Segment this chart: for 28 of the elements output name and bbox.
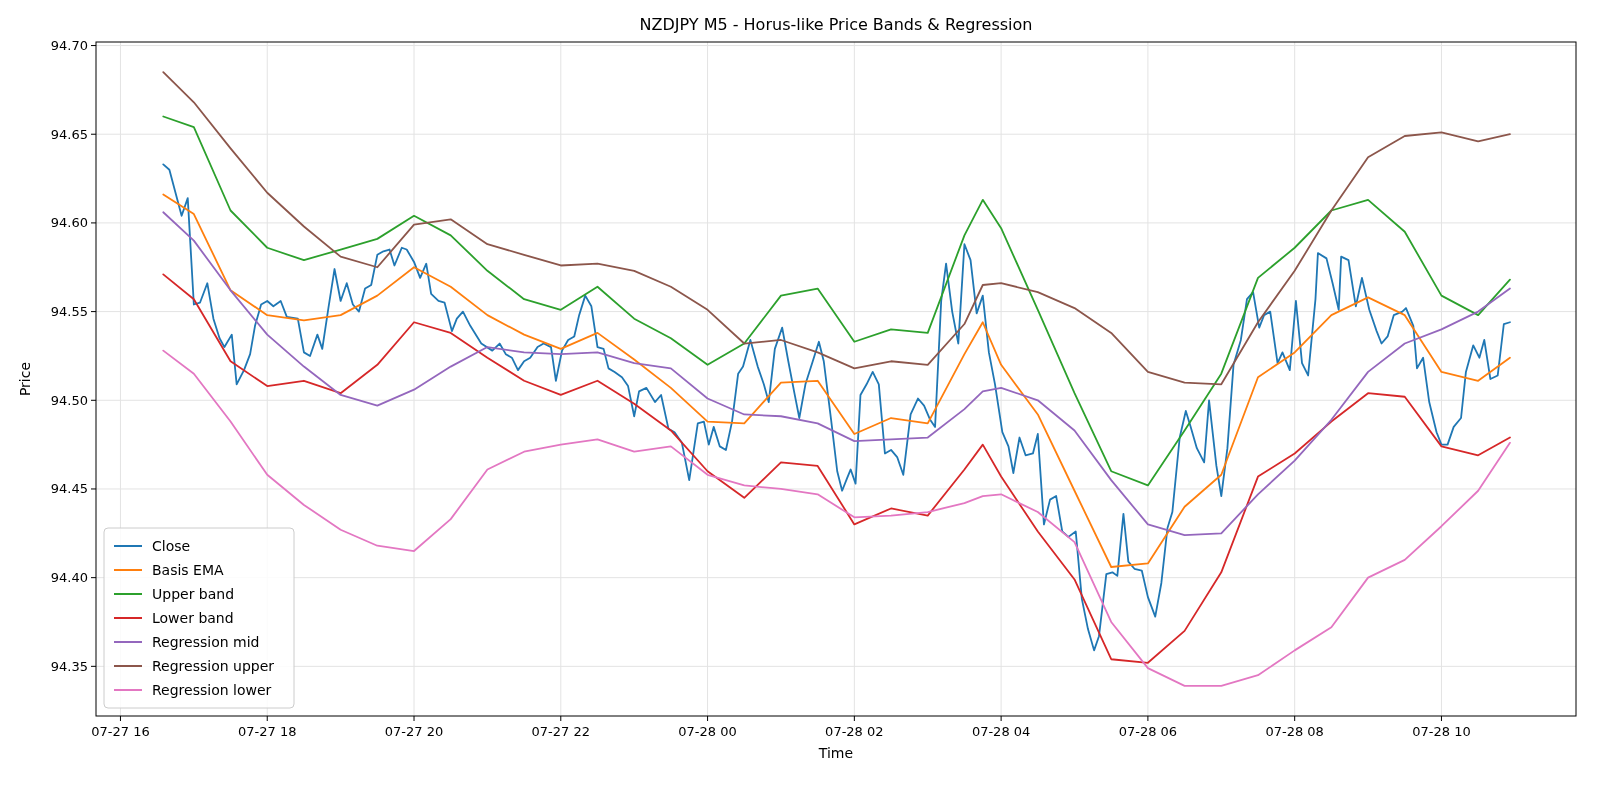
x-tick-label: 07-28 10 [1412,724,1471,739]
legend-label: Close [152,538,191,554]
y-tick-label: 94.60 [50,215,88,231]
legend-label: Upper band [152,586,235,602]
legend-label: Lower band [152,610,234,626]
y-tick-label: 94.45 [50,481,88,497]
x-tick-label: 07-28 02 [825,724,884,739]
y-tick-label: 94.70 [50,38,88,54]
y-tick-label: 94.50 [50,392,88,408]
x-tick-label: 07-27 18 [238,724,297,739]
x-axis-title: Time [817,745,854,761]
x-tick-label: 07-28 06 [1118,724,1178,739]
x-tick-label: 07-28 04 [971,724,1031,739]
legend-label: Basis EMA [152,562,225,578]
chart-title: NZDJPY M5 - Horus-like Price Bands & Regression [639,15,1033,34]
x-tick-label: 07-28 08 [1265,724,1324,739]
x-tick-label: 07-27 16 [91,724,150,739]
legend-label: Regression upper [152,658,275,674]
y-tick-label: 94.40 [50,570,88,586]
x-tick-label: 07-27 20 [384,724,444,739]
legend-label: Regression mid [152,634,260,650]
x-tick-label: 07-27 22 [531,724,591,739]
y-tick-label: 94.35 [50,658,88,674]
legend-label: Regression lower [152,682,272,698]
y-axis-title: Price [17,361,33,397]
y-tick-label: 94.65 [50,126,88,142]
y-tick-label: 94.55 [50,304,88,320]
x-tick-label: 07-28 00 [678,724,737,739]
